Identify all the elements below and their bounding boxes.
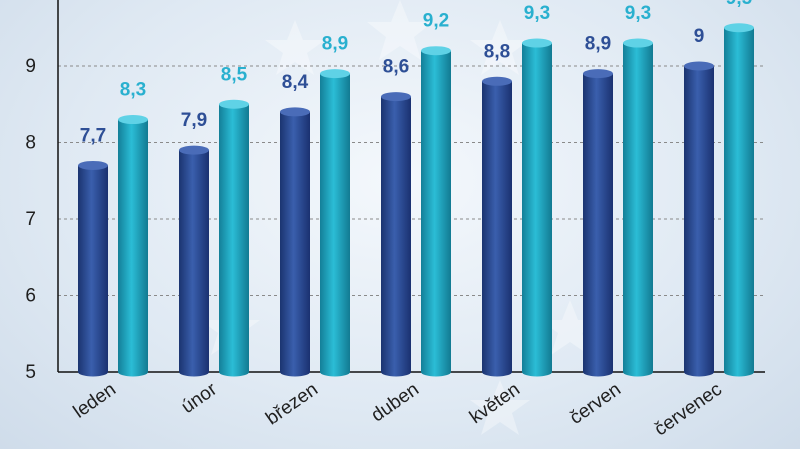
gridlines <box>58 65 765 296</box>
data-label: 7,7 <box>80 125 106 146</box>
data-label: 8,6 <box>383 57 409 78</box>
bar-cap <box>381 92 411 102</box>
x-category-label: březen <box>262 379 322 430</box>
bar-base <box>320 367 350 377</box>
bar-cap <box>179 145 209 155</box>
bar <box>320 69 350 377</box>
bar-cap <box>724 23 754 33</box>
x-axis-categories: leden únor březen duben květen červen červenec <box>70 379 726 441</box>
bar-base <box>118 367 148 377</box>
y-tick-label: 8 <box>25 133 36 154</box>
bar-base <box>219 367 249 377</box>
data-label: 9,2 <box>423 11 449 32</box>
bar-cap <box>482 76 512 86</box>
star-icon <box>265 20 325 75</box>
data-label: 9,3 <box>625 3 651 24</box>
bar-base <box>78 367 108 377</box>
bar-cap <box>522 38 552 48</box>
bar-cap <box>219 99 249 109</box>
bar-base <box>522 367 552 377</box>
bar-base <box>482 367 512 377</box>
data-label: 8,9 <box>322 34 348 55</box>
y-tick-label: 7 <box>25 209 36 230</box>
bar <box>684 61 714 377</box>
data-labels: 7,7 8,3 7,9 8,5 8,4 8,9 8,6 9,2 8,8 9,3 8,9 9,3 9 9,5 <box>80 0 753 146</box>
bar-body <box>78 165 108 372</box>
bar-body <box>482 81 512 373</box>
bar-base <box>623 367 653 377</box>
bar <box>219 99 249 377</box>
bar-body <box>522 43 552 373</box>
star-icon <box>470 380 530 435</box>
bar-body <box>724 27 754 372</box>
bar <box>381 92 411 377</box>
bars <box>78 23 754 377</box>
y-tick-label: 9 <box>25 56 36 77</box>
data-label: 8,4 <box>282 72 309 93</box>
x-category-label: leden <box>70 379 120 423</box>
bar-body <box>684 66 714 372</box>
x-category-label: červen <box>566 379 625 429</box>
y-axis-ticks: 5 6 7 8 9 <box>25 56 36 383</box>
y-tick-label: 6 <box>25 286 36 307</box>
bar-body <box>320 73 350 373</box>
bar-body <box>381 96 411 372</box>
bar <box>421 46 451 377</box>
bar-cap <box>684 61 714 71</box>
y-tick-label: 5 <box>25 362 36 383</box>
bar-base <box>583 367 613 377</box>
bar-body <box>623 43 653 373</box>
bar-body <box>280 111 310 373</box>
bar-body <box>118 119 148 372</box>
bar-base <box>684 367 714 377</box>
bar <box>583 69 613 377</box>
bar <box>623 38 653 377</box>
bar-cap <box>583 69 613 79</box>
bar-cap <box>78 160 108 170</box>
bar <box>179 145 209 377</box>
data-label: 8,8 <box>484 41 510 62</box>
axes <box>57 0 765 373</box>
bar-cap <box>280 107 310 117</box>
x-category-label: duben <box>368 379 423 427</box>
data-label: 9,5 <box>726 0 753 9</box>
data-label: 9,3 <box>524 3 550 24</box>
bar-cap <box>320 69 350 79</box>
bar <box>78 160 108 377</box>
bar-body <box>179 150 209 372</box>
data-label: 8,9 <box>585 34 611 55</box>
bar <box>280 107 310 377</box>
bar-cap <box>421 46 451 56</box>
bar-body <box>421 50 451 372</box>
bar-cap <box>623 38 653 48</box>
bar-body <box>219 104 249 372</box>
star-icon <box>367 0 433 60</box>
bar <box>118 115 148 377</box>
data-label: 9 <box>694 26 705 47</box>
bar <box>724 23 754 377</box>
data-label: 8,3 <box>120 80 146 101</box>
bar-base <box>179 367 209 377</box>
bar-base <box>724 367 754 377</box>
x-category-label: červenec <box>651 379 726 440</box>
bar <box>522 38 552 377</box>
star-icon <box>540 300 600 355</box>
bar-base <box>280 367 310 377</box>
bar-cap <box>118 115 148 125</box>
bar-base <box>381 367 411 377</box>
bar <box>482 76 512 377</box>
x-category-label: únor <box>178 379 222 418</box>
data-label: 8,5 <box>221 64 248 85</box>
bar-base <box>421 367 451 377</box>
data-label: 7,9 <box>181 110 207 131</box>
bar-body <box>583 73 613 373</box>
star-icon <box>470 20 530 75</box>
